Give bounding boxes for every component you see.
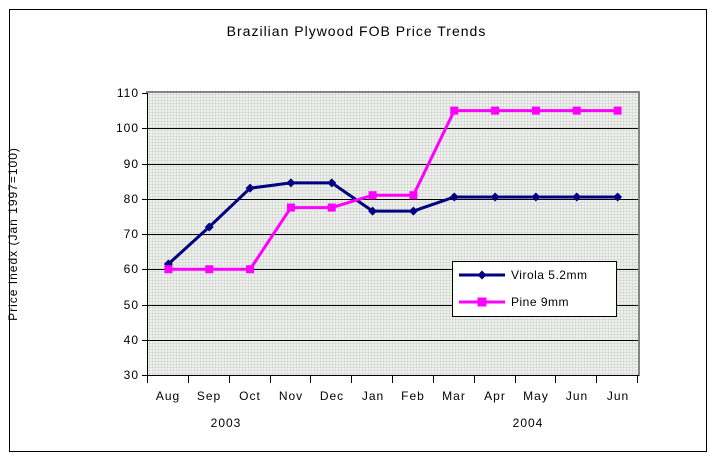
data-point-marker	[286, 203, 295, 212]
gridline-50	[148, 305, 638, 306]
data-point-marker	[327, 203, 336, 212]
legend: Virola 5.2mm Pine 9mm	[452, 261, 617, 317]
x-category-label: May	[523, 389, 549, 403]
x-category-label: Feb	[401, 389, 425, 403]
legend-item-virola: Virola 5.2mm	[458, 267, 610, 283]
gridline-100	[148, 128, 638, 129]
y-tick-mark	[142, 269, 147, 270]
x-category-label: Oct	[239, 389, 261, 403]
x-category-label: Jun	[606, 389, 630, 403]
data-point-marker	[613, 106, 622, 115]
x-category-label: Sep	[196, 389, 222, 403]
x-axis-line	[147, 375, 639, 376]
x-tick-mark	[310, 376, 311, 383]
y-tick-mark	[142, 93, 147, 94]
x-category-label: Apr	[484, 389, 506, 403]
x-tick-mark	[555, 376, 556, 383]
data-point-marker	[490, 192, 500, 202]
x-tick-mark	[188, 376, 189, 383]
x-tick-mark	[147, 376, 148, 383]
data-point-marker	[246, 265, 255, 274]
year-label-2003: 2003	[210, 416, 242, 430]
series-plot	[163, 106, 623, 274]
y-tick-label: 30	[123, 368, 139, 382]
y-axis-line	[147, 93, 148, 376]
y-tick-mark	[142, 164, 147, 165]
x-tick-mark	[433, 376, 434, 383]
data-point-marker	[531, 106, 540, 115]
y-tick-label: 90	[123, 157, 139, 171]
data-point-marker	[572, 192, 582, 202]
plot-border-top	[146, 91, 640, 93]
x-tick-mark	[392, 376, 393, 383]
x-category-label: Nov	[278, 389, 304, 403]
y-tick-mark	[142, 199, 147, 200]
y-tick-label: 110	[116, 86, 139, 100]
plot-border-right	[638, 91, 640, 376]
data-point-marker	[531, 192, 541, 202]
data-point-marker	[368, 206, 378, 216]
y-tick-label: 40	[123, 333, 139, 347]
legend-marker-pine-icon	[459, 297, 505, 307]
data-point-marker	[409, 191, 418, 200]
chart-title: Brazilian Plywood FOB Price Trends	[226, 23, 487, 39]
data-point-marker	[204, 222, 214, 232]
x-category-label: Jun	[565, 389, 589, 403]
data-point-marker	[408, 206, 418, 216]
data-point-marker	[572, 106, 581, 115]
data-point-marker	[368, 191, 377, 200]
plot-area	[148, 93, 638, 375]
x-category-label: Jan	[361, 389, 385, 403]
y-tick-label: 100	[115, 121, 139, 135]
x-tick-mark	[637, 376, 638, 383]
gridline-70	[148, 234, 638, 235]
data-point-marker	[449, 192, 459, 202]
data-point-marker	[164, 265, 173, 274]
x-tick-mark	[474, 376, 475, 383]
y-axis-title: Price Inedx (Jan 1997=100)	[6, 147, 20, 321]
y-tick-label: 60	[123, 262, 139, 276]
legend-marker-virola-icon	[459, 270, 505, 280]
data-point-marker	[613, 192, 623, 202]
y-tick-label: 70	[123, 227, 139, 241]
y-tick-label: 50	[123, 298, 139, 312]
x-tick-mark	[596, 376, 597, 383]
x-tick-mark	[270, 376, 271, 383]
year-label-2004: 2004	[512, 416, 544, 430]
data-point-marker	[327, 178, 337, 188]
series-line-pine-9mm	[168, 109, 618, 271]
data-point-marker	[450, 106, 459, 115]
y-tick-mark	[142, 234, 147, 235]
gridline-90	[148, 164, 638, 165]
series-line-virola-5-2mm	[167, 181, 618, 266]
y-tick-label: 80	[123, 192, 139, 206]
y-tick-mark	[142, 375, 147, 376]
x-category-label: Dec	[319, 389, 345, 403]
data-point-marker	[491, 106, 500, 115]
x-category-label: Aug	[155, 389, 181, 403]
data-point-marker	[245, 183, 255, 193]
y-tick-mark	[142, 340, 147, 341]
gridline-80	[148, 199, 638, 200]
data-point-marker	[286, 178, 296, 188]
data-point-marker	[205, 265, 214, 274]
x-category-label: Mar	[442, 389, 466, 403]
y-tick-mark	[142, 305, 147, 306]
legend-label-pine: Pine 9mm	[511, 295, 570, 309]
legend-item-pine: Pine 9mm	[458, 294, 610, 310]
x-tick-mark	[515, 376, 516, 383]
x-tick-mark	[229, 376, 230, 383]
gridline-40	[148, 340, 638, 341]
x-tick-mark	[351, 376, 352, 383]
gridline-60	[148, 269, 638, 270]
y-tick-mark	[142, 128, 147, 129]
legend-label-virola: Virola 5.2mm	[511, 268, 588, 282]
chart-outer-border	[9, 9, 707, 452]
